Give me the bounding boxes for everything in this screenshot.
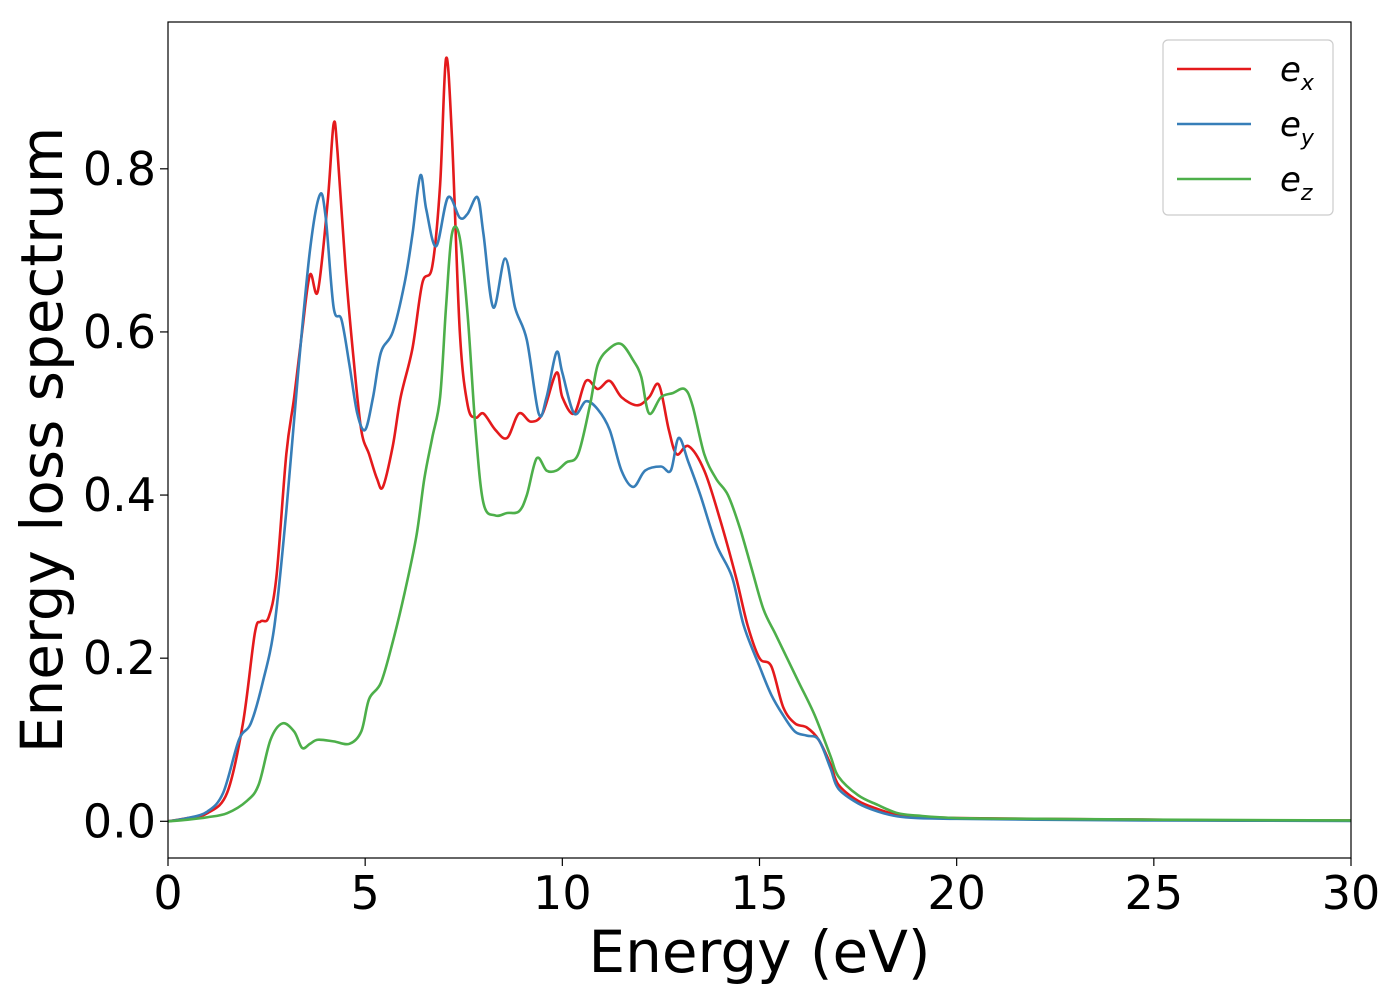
y-tick-label: 0.6 (83, 305, 156, 359)
legend-label-base: e (1280, 160, 1301, 200)
y-tick-label: 0.4 (83, 468, 156, 522)
y-tick-label: 0.8 (83, 142, 156, 196)
series-line-z (167, 225, 1352, 823)
y-tick-label: 0.2 (83, 631, 156, 685)
legend-label-z: ez (1280, 160, 1313, 206)
legend-label-x: ex (1280, 50, 1315, 96)
legend-box (1162, 39, 1334, 216)
legend-label-subscript: y (1300, 126, 1315, 151)
legend-label-subscript: x (1300, 71, 1315, 96)
legend-label-y: ey (1280, 105, 1315, 151)
x-tick-label: 15 (730, 866, 789, 920)
x-tick-label: 0 (153, 866, 182, 920)
y-axis-label: Energy loss spectrum (8, 127, 76, 753)
x-tick-label: 10 (533, 866, 592, 920)
x-tick-label: 30 (1322, 866, 1381, 920)
x-axis-label: Energy (eV) (588, 918, 930, 986)
x-tick-label: 25 (1125, 866, 1184, 920)
series-layer (167, 56, 1352, 823)
y-tick-label: 0.0 (83, 794, 156, 848)
x-tick-label: 20 (927, 866, 986, 920)
y-axis-ticks: 0.0 0.2 0.4 0.6 0.8 (83, 142, 168, 848)
x-tick-label: 5 (351, 866, 380, 920)
series-line-y (167, 173, 1352, 823)
legend-label-base: e (1280, 50, 1301, 90)
x-axis-ticks: 0 5 10 15 20 25 30 (153, 858, 1380, 920)
legend-label-base: e (1280, 105, 1301, 145)
legend-label-subscript: z (1300, 181, 1313, 206)
series-line-x (167, 56, 1352, 823)
